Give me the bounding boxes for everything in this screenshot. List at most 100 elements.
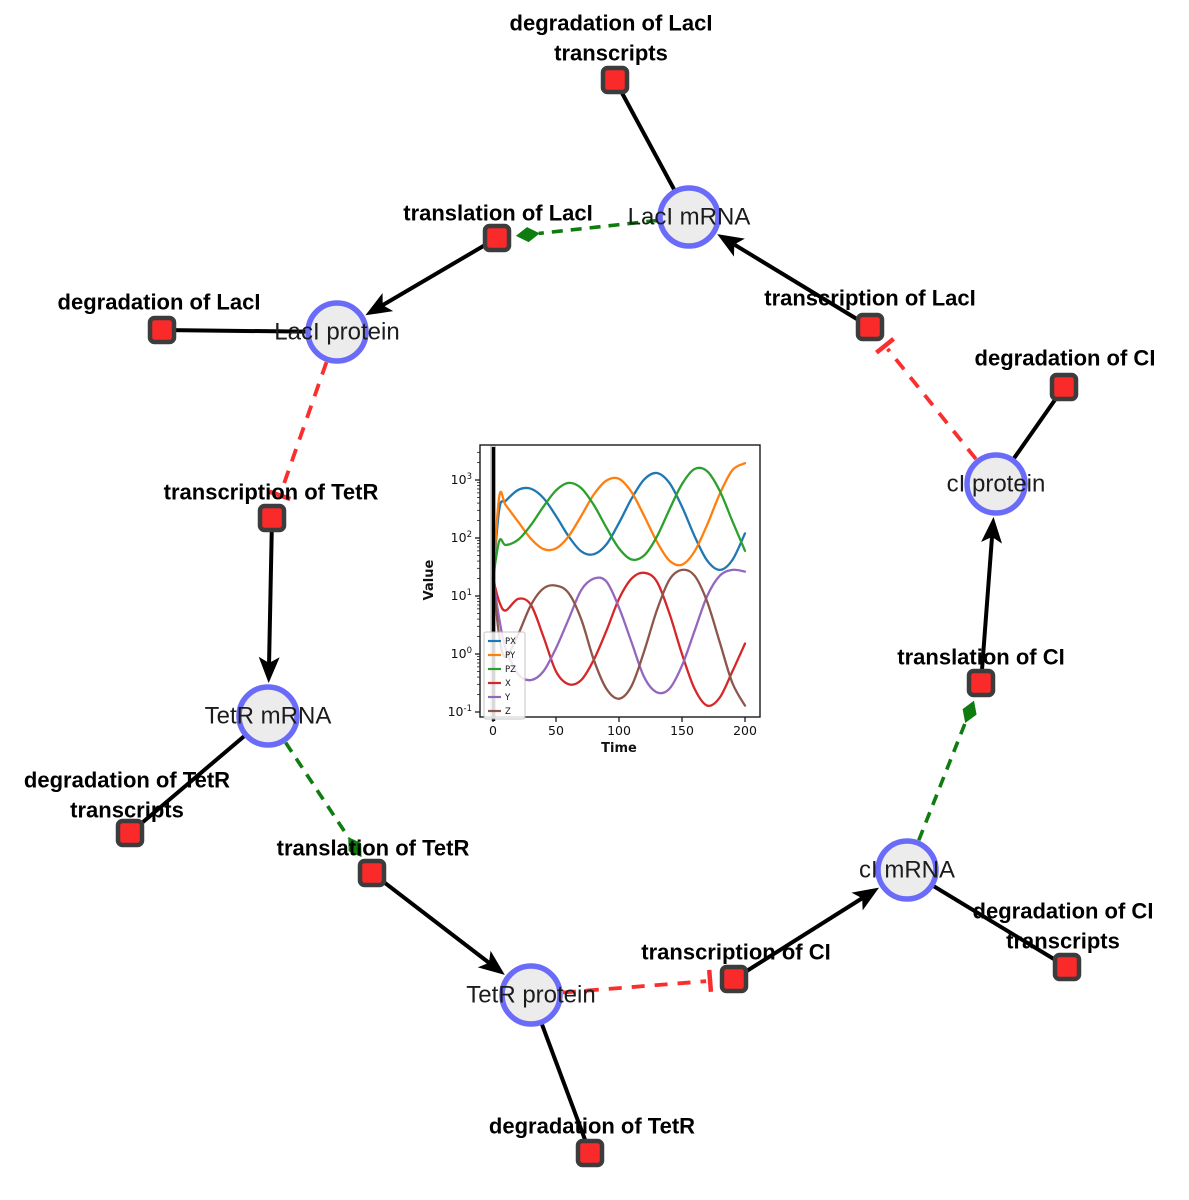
production-line [733, 242, 872, 329]
reaction-label-deg-laci-transcripts: degradation of LacI [510, 11, 713, 36]
species-label-laci-protein: LacI protein [274, 319, 399, 346]
reaction-label-transcription-tetr: transcription of TetR [164, 480, 379, 505]
reaction-label-translation-tetr: translation of TetR [277, 836, 470, 861]
reaction-node-deg-ci[interactable] [1049, 372, 1079, 402]
modifier-arrowhead-icon [962, 700, 977, 723]
plot-y-axis: 103 102 101 100 10-1 Value [422, 451, 480, 719]
species-node-ci-mrna[interactable] [875, 838, 939, 902]
reaction-label-deg-ci-transcripts: degradation of CI [973, 899, 1154, 924]
reaction-node-transcription-tetr[interactable] [257, 503, 287, 533]
modifier-dashed-line [917, 721, 968, 841]
edge-laci-mrna-translation-laci-modifier [515, 218, 658, 243]
edge-transcription-tetr-tetr-mrna-production [258, 517, 280, 684]
reaction-node-translation-laci[interactable] [482, 223, 512, 253]
species-node-laci-protein[interactable] [305, 300, 369, 364]
y-axis-title: Value [422, 559, 437, 600]
plot-curves [491, 462, 747, 708]
reaction-label-deg-tetr-transcripts: transcripts [70, 798, 184, 823]
arrowhead-icon [981, 516, 1003, 544]
edge-ci-mrna-translation-ci-modifier [917, 700, 977, 841]
reaction-node-translation-tetr[interactable] [357, 858, 387, 888]
reaction-label-deg-ci-transcripts: transcripts [1006, 929, 1120, 954]
reaction-label-deg-tetr: degradation of TetR [489, 1114, 695, 1139]
species-node-laci-mrna[interactable] [657, 185, 721, 249]
reaction-label-deg-tetr-transcripts: degradation of TetR [24, 768, 230, 793]
species-label-tetr-mrna: TetR mRNA [205, 703, 332, 730]
species-node-ci-protein[interactable] [964, 452, 1028, 516]
modifier-dashed-line [284, 741, 351, 839]
x-tick-label: 100 [607, 723, 631, 738]
arrowhead-icon [717, 234, 745, 257]
plot-curve-PZ [491, 466, 747, 580]
time-course-plot: 0 50 100 150 200Time10310210110010-1ValuePXP… [422, 444, 761, 756]
x-tick-label: 200 [733, 723, 757, 738]
plot-x-axis: 0 50 100 150 200 Time [489, 717, 757, 756]
legend-label-PX: PX [505, 637, 516, 647]
inhibition-dashed-line [886, 347, 978, 461]
production-line [370, 871, 491, 965]
x-axis-title: Time [601, 741, 637, 756]
reaction-node-translation-ci[interactable] [966, 668, 996, 698]
legend-label-X: X [505, 679, 511, 689]
edge-transcription-laci-laci-mrna-production [717, 234, 872, 329]
plot-axes-box [479, 444, 761, 718]
reaction-label-transcription-laci: transcription of LacI [764, 286, 975, 311]
arrowhead-icon [365, 293, 394, 316]
modifier-arrowhead-icon [348, 837, 362, 858]
x-tick-label: 150 [670, 723, 694, 738]
edge-layer [128, 79, 1069, 1154]
inhibition-dashed-line [562, 979, 707, 995]
plot-curve-PY [491, 462, 747, 580]
edge-tetr-protein-transcription-ci-inhibition [562, 969, 714, 995]
species-label-laci-mrna: LacI mRNA [628, 204, 751, 231]
reaction-label-deg-laci-transcripts: transcripts [554, 41, 668, 66]
edge-ci-protein-transcription-laci-inhibition [875, 337, 978, 461]
reaction-label-deg-laci: degradation of LacI [58, 290, 261, 315]
reaction-node-transcription-ci[interactable] [719, 964, 749, 994]
reaction-node-deg-tetr[interactable] [575, 1138, 605, 1168]
label-layer: LacI mRNA LacI protein TetR mRNA TetR prote… [24, 11, 1156, 1139]
reaction-node-transcription-laci[interactable] [855, 312, 885, 342]
y-tick-label: 102 [451, 530, 472, 545]
arrowhead-icon [477, 950, 505, 975]
y-tick-label: 103 [451, 472, 472, 487]
reaction-node-deg-laci-transcripts[interactable] [600, 65, 630, 95]
arrowhead-icon [258, 656, 280, 684]
arrowhead-icon [851, 887, 880, 911]
production-line [979, 536, 995, 684]
inhibition-tbar-icon [875, 337, 896, 355]
species-node-tetr-mrna[interactable] [236, 684, 300, 748]
plot-curve-X [491, 571, 747, 708]
plot-curve-Z [491, 568, 747, 707]
modifier-arrowhead-icon [515, 227, 540, 243]
legend-label-PZ: PZ [505, 665, 516, 675]
legend-label-PY: PY [505, 651, 516, 661]
edge-translation-ci-ci-protein-production [979, 516, 1003, 684]
plot-curve-Y [491, 568, 747, 695]
edge-translation-laci-laci-protein-production [365, 236, 499, 316]
reaction-label-deg-ci: degradation of CI [975, 346, 1156, 371]
inhibition-tbar-icon [268, 489, 292, 502]
edge-translation-tetr-tetr-protein-production [370, 871, 505, 975]
species-label-ci-protein: cI protein [947, 471, 1046, 498]
y-tick-label: 10-1 [448, 704, 472, 719]
production-line [381, 236, 499, 307]
production-line [267, 517, 274, 664]
reaction-node-deg-laci[interactable] [147, 315, 177, 345]
legend-label-Z: Z [505, 707, 511, 717]
species-label-tetr-protein: TetR protein [466, 982, 595, 1009]
inhibition-tbar-icon [706, 969, 714, 993]
legend-label-Y: Y [504, 693, 511, 703]
reaction-node-deg-ci-transcripts[interactable] [1052, 952, 1082, 982]
edge-transcription-ci-ci-mrna-production [732, 887, 880, 981]
x-tick-label: 50 [548, 723, 564, 738]
reaction-node-deg-tetr-transcripts[interactable] [115, 818, 145, 848]
modifier-dashed-line [538, 218, 658, 236]
y-tick-label: 101 [451, 588, 472, 603]
species-label-ci-mrna: cI mRNA [859, 857, 955, 884]
plot-legend: PX PY PZ XYZ [483, 631, 526, 720]
species-node-tetr-protein[interactable] [499, 963, 563, 1027]
edge-tetr-mrna-translation-tetr-modifier [284, 741, 362, 858]
